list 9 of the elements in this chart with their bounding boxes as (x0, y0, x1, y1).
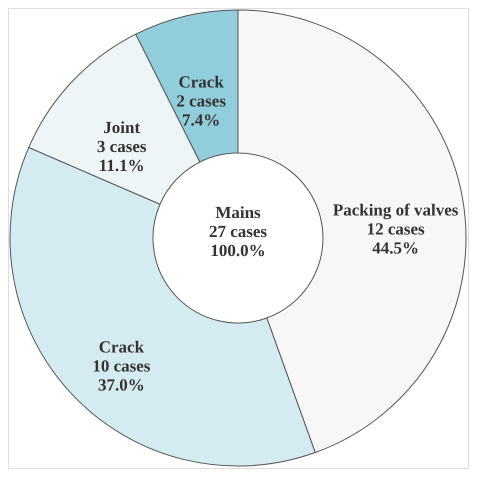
slice-label: Packing of valves (332, 200, 459, 220)
text: Mains 27 cases 100.0% (208, 203, 268, 260)
data-label: 3 cases 11.1% (96, 137, 147, 176)
data-label: 12 cases 44.5% (366, 219, 426, 258)
data-label: 2 cases 7.4% (176, 91, 226, 130)
slice-label: Crack (98, 338, 145, 357)
slice-label: Joint (103, 118, 140, 138)
data-label: 10 cases 37.0% (92, 356, 151, 395)
slice-label: Crack (178, 72, 224, 92)
